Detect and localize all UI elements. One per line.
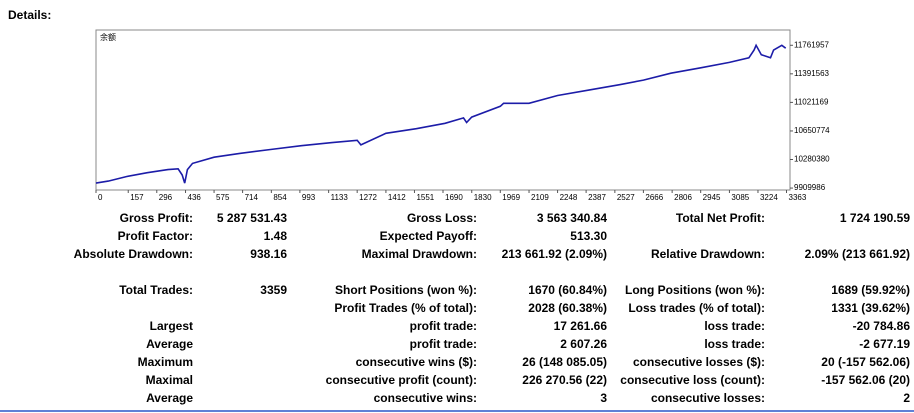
x-tick-label: 3085 — [731, 193, 749, 202]
table-cell: 513.30 — [570, 229, 607, 243]
x-tick-label: 1551 — [416, 193, 434, 202]
y-tick-label: 11021169 — [794, 98, 829, 107]
x-tick-label: 714 — [245, 193, 259, 202]
table-cell: 938.16 — [250, 247, 287, 261]
x-tick-label: 575 — [216, 193, 230, 202]
table-cell: 3359 — [260, 283, 287, 297]
table-cell: -20 784.86 — [853, 319, 911, 333]
x-tick-label: 2387 — [588, 193, 606, 202]
table-cell: 3 563 340.84 — [537, 211, 607, 225]
table-cell: Expected Payoff: — [380, 229, 477, 243]
x-tick-label: 3363 — [789, 193, 807, 202]
table-cell: 2 — [903, 391, 910, 405]
table-cell: loss trade: — [704, 337, 765, 351]
x-tick-label: 2248 — [560, 193, 578, 202]
x-tick-label: 993 — [302, 193, 316, 202]
x-tick-label: 1690 — [445, 193, 463, 202]
table-cell: 1689 (59.92%) — [831, 283, 910, 297]
x-tick-label: 157 — [130, 193, 144, 202]
x-tick-label: 1133 — [331, 193, 349, 202]
details-label: Details: — [8, 8, 51, 22]
x-tick-label: 296 — [159, 193, 173, 202]
table-cell: 1 724 190.59 — [840, 211, 910, 225]
table-cell: Maximal — [146, 373, 193, 387]
chart-frame — [95, 29, 791, 191]
table-cell: -157 562.06 (20) — [821, 373, 910, 387]
table-cell: Gross Profit: — [120, 211, 193, 225]
y-tick-label: 10650774 — [794, 126, 830, 135]
table-cell: Average — [146, 391, 193, 405]
balance-line — [95, 43, 787, 184]
table-cell: Maximum — [138, 355, 193, 369]
table-cell: 2 607.26 — [560, 337, 607, 351]
x-tick-label: 1412 — [388, 193, 406, 202]
y-tick-label: 11761957 — [794, 40, 830, 49]
table-cell: consecutive profit (count): — [326, 373, 477, 387]
table-cell: consecutive losses: — [651, 391, 765, 405]
x-tick-label: 1969 — [502, 193, 520, 202]
table-cell: Relative Drawdown: — [651, 247, 765, 261]
table-cell: 2.09% (213 661.92) — [805, 247, 910, 261]
table-cell: Absolute Drawdown: — [74, 247, 193, 261]
x-tick-label: 3224 — [760, 193, 778, 202]
table-cell: 213 661.92 (2.09%) — [502, 247, 607, 261]
x-tick-label: 1830 — [474, 193, 492, 202]
x-tick-label: 2109 — [531, 193, 549, 202]
table-cell: Total Net Profit: — [676, 211, 765, 225]
table-cell: Gross Loss: — [407, 211, 477, 225]
table-cell: consecutive losses ($): — [633, 355, 765, 369]
table-cell: Largest — [150, 319, 193, 333]
y-tick-label: 10280380 — [794, 155, 830, 164]
y-tick-label: 11391563 — [794, 69, 830, 78]
table-cell: consecutive wins ($): — [356, 355, 477, 369]
table-cell: profit trade: — [410, 319, 477, 333]
chart-label: 余额 — [100, 32, 116, 42]
table-cell: Long Positions (won %): — [625, 283, 765, 297]
table-cell: 20 (-157 562.06) — [821, 355, 910, 369]
table-cell: Short Positions (won %): — [335, 283, 477, 297]
x-tick-label: 2666 — [645, 193, 663, 202]
table-cell: 1.48 — [264, 229, 288, 243]
table-cell: consecutive loss (count): — [620, 373, 765, 387]
y-tick-label: 9909986 — [794, 183, 826, 192]
x-tick-label: 436 — [188, 193, 202, 202]
table-cell: Maximal Drawdown: — [362, 247, 477, 261]
table-cell: 5 287 531.43 — [217, 211, 287, 225]
table-cell: 17 261.66 — [554, 319, 608, 333]
table-cell: Total Trades: — [119, 283, 193, 297]
table-cell: 226 270.56 (22) — [522, 373, 607, 387]
x-tick-label: 2806 — [674, 193, 692, 202]
table-cell: Loss trades (% of total): — [628, 301, 765, 315]
table-cell: 1670 (60.84%) — [528, 283, 607, 297]
table-cell: Average — [146, 337, 193, 351]
table-cell: 26 (148 085.05) — [522, 355, 607, 369]
x-tick-label: 0 — [98, 193, 103, 202]
x-tick-label: 2945 — [703, 193, 721, 202]
table-cell: 3 — [600, 391, 607, 405]
table-cell: consecutive wins: — [374, 391, 477, 405]
table-cell: 2028 (60.38%) — [528, 301, 607, 315]
table-cell: 1331 (39.62%) — [831, 301, 910, 315]
table-cell: Profit Factor: — [118, 229, 193, 243]
table-cell: profit trade: — [410, 337, 477, 351]
table-cell: Profit Trades (% of total): — [334, 301, 477, 315]
table-cell: -2 677.19 — [859, 337, 910, 351]
table-cell: loss trade: — [704, 319, 765, 333]
x-tick-label: 1272 — [359, 193, 377, 202]
x-tick-label: 2527 — [617, 193, 635, 202]
x-tick-label: 854 — [273, 193, 287, 202]
